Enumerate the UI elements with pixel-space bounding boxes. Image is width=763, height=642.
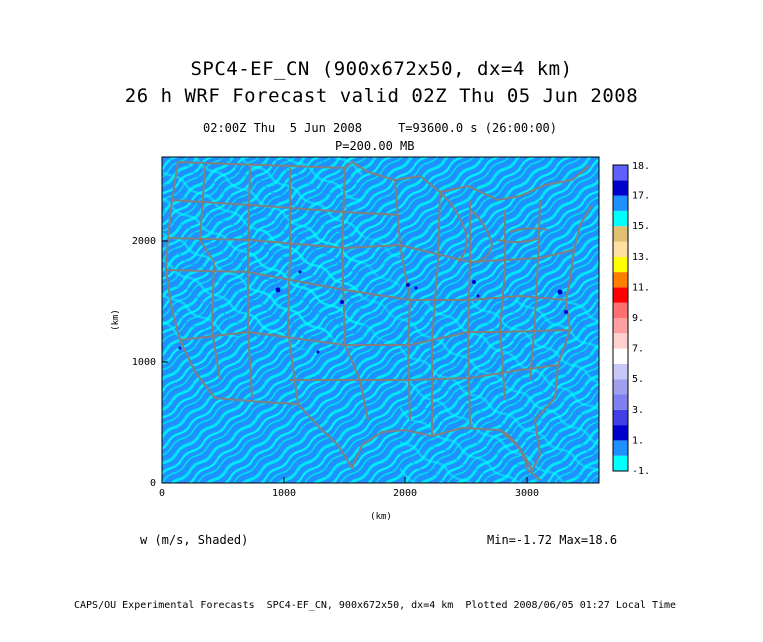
y-tick-2000: 2000 <box>132 236 156 247</box>
time-info: 02:00Z Thu 5 Jun 2008 T=93600.0 s (26:00… <box>203 121 558 135</box>
colorbar-label: 9. <box>632 313 644 324</box>
colorbar-swatch <box>613 272 628 288</box>
colorbar-label: 15. <box>632 221 650 232</box>
colorbar-label: 5. <box>632 374 644 385</box>
w-field <box>162 157 599 483</box>
colorbar-swatch <box>613 256 628 273</box>
colorbar-swatch <box>613 287 628 303</box>
colorbar-label: -1. <box>632 466 650 477</box>
y-axis-label: (km) <box>111 309 121 331</box>
y-tick-1000: 1000 <box>132 357 156 368</box>
colorbar-swatch <box>613 195 628 211</box>
min-max: Min=-1.72 Max=18.6 <box>487 533 618 547</box>
colorbar-swatch <box>613 333 628 349</box>
x-tick-0: 0 <box>159 488 165 499</box>
colorbar-swatch <box>613 165 628 181</box>
colorbar-swatch <box>613 180 628 196</box>
colorbar-swatch <box>613 348 628 364</box>
colorbar <box>613 165 628 471</box>
colorbar-swatch <box>613 394 628 410</box>
colorbar-label: 17. <box>632 191 650 202</box>
y-tick-0: 0 <box>150 478 156 489</box>
x-axis-label: (km) <box>370 512 392 522</box>
title-line-1: SPC4-EF_CN (900x672x50, dx=4 km) <box>190 58 573 80</box>
colorbar-swatch <box>613 440 628 456</box>
colorbar-swatch <box>613 409 628 426</box>
colorbar-swatch <box>613 455 628 471</box>
colorbar-swatch <box>613 302 628 318</box>
colorbar-label: 18. <box>632 161 650 172</box>
footer-credit: CAPS/OU Experimental Forecasts SPC4-EF_C… <box>74 600 677 611</box>
convection-spots <box>178 270 568 354</box>
colorbar-label: 11. <box>632 282 650 293</box>
colorbar-label: 13. <box>632 252 650 263</box>
colorbar-label: 3. <box>632 405 644 416</box>
colorbar-label: 7. <box>632 344 644 355</box>
x-tick-1000: 1000 <box>272 488 296 499</box>
colorbar-swatch <box>613 379 628 395</box>
colorbar-labels: -1. 1. 3. 5. 7. 9. 11. 13. 15. 17. 18. <box>632 161 650 477</box>
colorbar-swatch <box>613 318 628 334</box>
plot-frame <box>161 156 600 484</box>
colorbar-swatch <box>613 363 628 380</box>
variable-label: w (m/s, Shaded) <box>140 533 249 547</box>
x-tick-marks <box>161 240 528 484</box>
x-tick-3000: 3000 <box>515 488 539 499</box>
colorbar-swatch <box>613 425 628 441</box>
colorbar-swatch <box>613 226 628 242</box>
state-boundaries <box>164 160 593 481</box>
colorbar-label: 1. <box>632 435 644 446</box>
pressure-level: P=200.00 MB <box>335 139 415 153</box>
title-line-2: 26 h WRF Forecast valid 02Z Thu 05 Jun 2… <box>124 85 639 107</box>
colorbar-swatch <box>613 210 628 227</box>
colorbar-swatch <box>613 241 628 257</box>
x-tick-2000: 2000 <box>393 488 417 499</box>
colorbar-frame <box>612 164 629 472</box>
